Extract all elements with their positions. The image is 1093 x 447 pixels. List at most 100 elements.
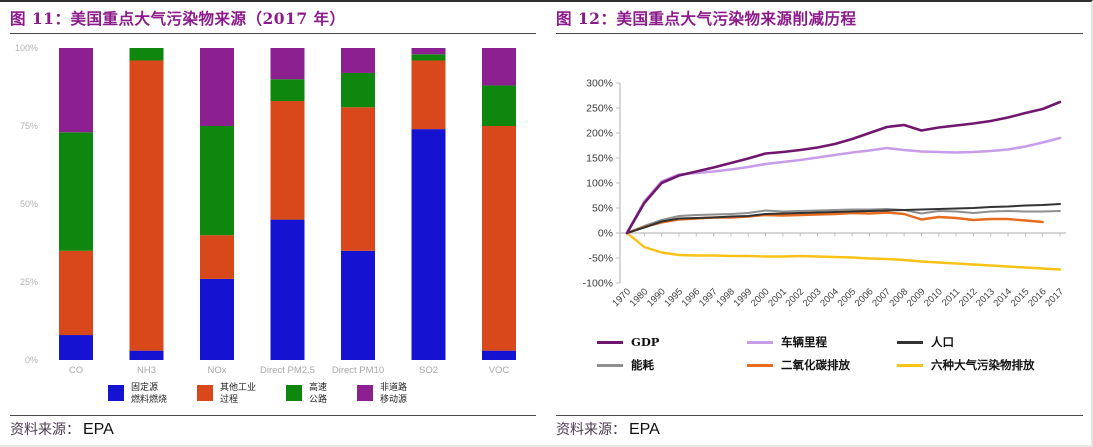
bar-segment — [270, 219, 305, 360]
legend-item: 二氧化碳排放 — [747, 357, 897, 373]
line-y-tick-label: 300% — [586, 78, 613, 90]
bar-segment — [482, 126, 516, 351]
legend-swatch — [747, 340, 773, 344]
bar-x-tick-label: Direct PM10 — [332, 365, 384, 376]
figure-11-footer-rule — [10, 415, 536, 416]
legend-item: 能耗 — [597, 357, 747, 373]
legend-item: 非道路 移动源 — [357, 382, 407, 406]
line-x-tick-label: 1995 — [662, 286, 685, 309]
line-series-4 — [626, 208, 1061, 234]
figure-12-footer-rule — [556, 415, 1083, 416]
source-value: EPA — [83, 421, 114, 438]
figure-11-chart-area: 0% 25% 50% 75% 100% CO NH3 NOx Direct PM2.5 Direc… — [8, 36, 538, 406]
line-x-tick-label: 1990 — [645, 286, 668, 309]
source-line: 资料来源： EPA — [8, 419, 538, 439]
legend-item: 固定源 燃料燃烧 — [108, 382, 167, 406]
legend-label: 人口 — [931, 335, 954, 349]
bar-segment — [129, 48, 164, 61]
legend-swatch — [197, 385, 214, 401]
bar-y-tick-label: 75% — [20, 121, 38, 131]
figure-12-title-rule — [556, 33, 1083, 34]
source-value: EPA — [629, 421, 660, 438]
legend-swatch — [286, 385, 303, 401]
line-x-tick-label: 2012 — [957, 286, 980, 309]
bar-segment — [200, 278, 234, 360]
legend-item: GDP — [597, 334, 747, 350]
legend-label: GDP — [631, 335, 660, 349]
line-y-tick-label: 150% — [586, 153, 613, 165]
bar-segment — [59, 48, 93, 133]
line-series-6 — [625, 231, 1062, 271]
source-label: 资料来源： — [10, 422, 80, 438]
legend-swatch — [897, 363, 923, 367]
source-line: 资料来源： EPA — [554, 419, 1085, 439]
line-x-tick-label: 2015 — [1009, 286, 1032, 309]
line-x-tick-label: 2005 — [836, 286, 859, 309]
line-x-tick-label: 1980 — [628, 286, 651, 309]
bar-segment — [59, 132, 93, 251]
legend-label: 其他工业 过程 — [220, 383, 257, 406]
line-x-tick-label: 2001 — [766, 286, 789, 309]
bar-segment — [411, 48, 446, 55]
bar-segment — [200, 126, 234, 236]
line-series-1 — [625, 100, 1062, 235]
legend-label: 六种大气污染物排放 — [931, 358, 1035, 372]
figure-12-chart-area: 300% 250% 200% 150% 100% 50% 0% -50% -100% 1970 19… — [554, 36, 1085, 373]
figure-12-footer: 资料来源： EPA — [554, 415, 1085, 439]
bar-y-tick-label: 50% — [20, 199, 38, 209]
bar-segment — [59, 250, 93, 336]
legend-swatch — [747, 363, 773, 367]
line-y-tick-label: 200% — [586, 128, 613, 140]
legend-item: 高速 公路 — [286, 382, 327, 406]
bar-segment — [341, 250, 375, 360]
legend-item: 其他工业 过程 — [197, 382, 256, 406]
bar-y-tick-label: 100% — [15, 43, 38, 53]
bar-y-tick-label: 0% — [25, 355, 38, 365]
bar-segment — [411, 54, 446, 61]
bar-segment — [200, 235, 234, 279]
bar-segment — [200, 48, 234, 126]
figure-11-footer: 资料来源： EPA — [8, 415, 538, 439]
line-x-tick-label: 2002 — [784, 286, 807, 309]
legend-item: 六种大气污染物排放 — [897, 357, 1085, 373]
bar-segment — [59, 335, 93, 360]
line-x-tick-label: 2010 — [922, 286, 945, 309]
line-chart: 300%250%200%150%100%50%0%-50%-100%197019… — [583, 78, 1066, 310]
figure-12-panel: 图 12：美国重点大气污染物来源削减历程 300% 250% 200% 150% 100… — [546, 2, 1091, 445]
source-label: 资料来源： — [556, 422, 626, 438]
legend-label: 固定源 燃料燃烧 — [131, 383, 168, 406]
bar-segment — [129, 60, 164, 351]
line-y-tick-label: 50% — [592, 203, 613, 215]
legend-item: 人口 — [897, 334, 1085, 350]
line-x-tick-label: 2016 — [1026, 286, 1049, 309]
line-x-tick-label: 2011 — [940, 286, 962, 308]
legend-swatch — [597, 340, 623, 344]
legend-label: 二氧化碳排放 — [781, 358, 850, 372]
bar-segment — [482, 48, 516, 86]
bar-chart-legend: 固定源 燃料燃烧 其他工业 过程 高速 公路 非道路 移动源 — [108, 382, 538, 406]
figure-11-panel: 图 11：美国重点大气污染物来源（2017 年） 0% 25% 50% 75% 100%… — [0, 2, 546, 445]
line-x-tick-label: 2009 — [905, 286, 928, 309]
line-series-2 — [625, 136, 1062, 235]
bar-segment — [270, 48, 305, 80]
bar-segment — [270, 79, 305, 102]
bar-x-tick-label: Direct PM2.5 — [260, 365, 315, 376]
line-series-3 — [626, 203, 1061, 234]
legend-label: 能耗 — [631, 358, 654, 372]
legend-swatch — [108, 385, 124, 401]
figure-11-title-rule — [10, 33, 536, 34]
line-x-tick-label: 2004 — [818, 286, 841, 309]
line-y-tick-label: 100% — [586, 178, 613, 190]
figure-11-title: 图 11：美国重点大气污染物来源（2017 年） — [10, 9, 346, 28]
line-x-tick-label: 1996 — [680, 286, 703, 309]
bar-segment — [270, 101, 305, 220]
legend-label: 车辆里程 — [781, 335, 827, 349]
line-x-tick-label: 2007 — [870, 286, 893, 309]
bar-segment — [341, 107, 375, 251]
line-x-tick-label: 2008 — [888, 286, 911, 309]
bar-segment — [482, 350, 516, 360]
legend-swatch — [357, 385, 374, 401]
legend-label: 高速 公路 — [309, 383, 328, 406]
line-x-tick-label: 2006 — [853, 286, 876, 309]
line-x-tick-label: 1999 — [732, 286, 755, 309]
